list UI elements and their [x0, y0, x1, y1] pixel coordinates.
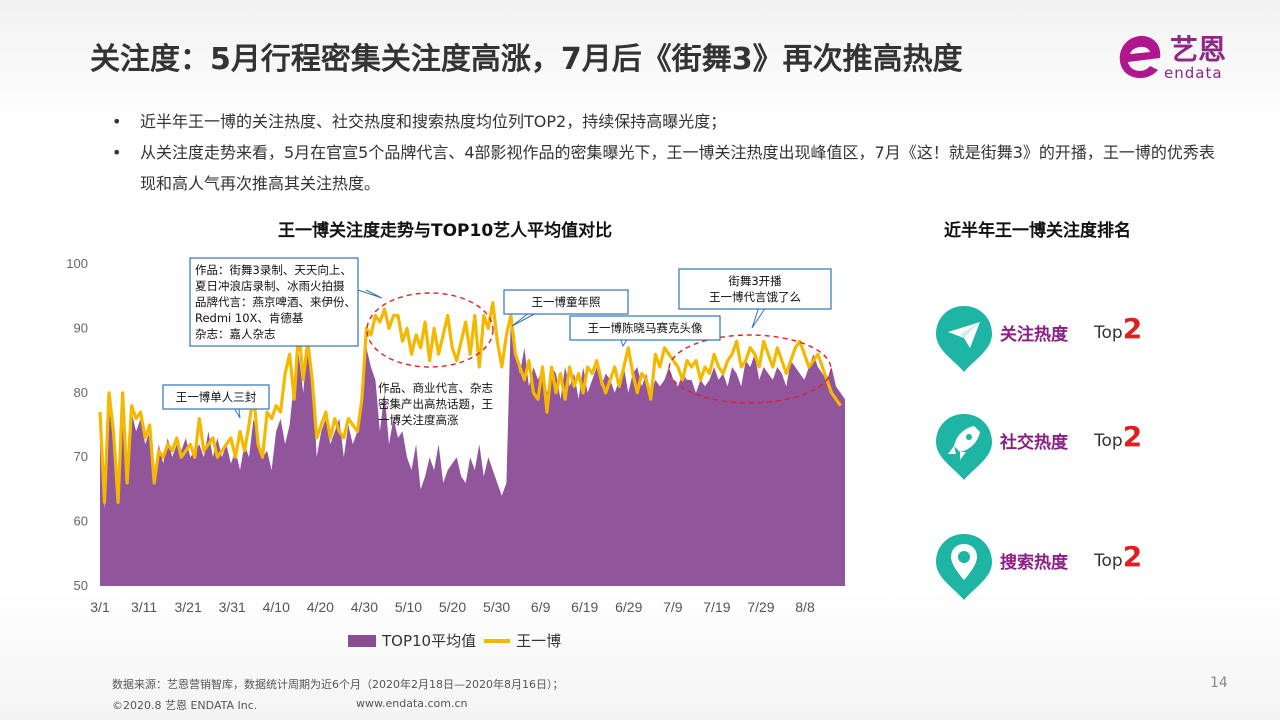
callout-text: 王一博代言饿了么: [709, 290, 801, 304]
bullet-list: • 近半年王一博的关注热度、社交热度和搜索热度均位列TOP2，持续保持高曝光度；…: [112, 106, 1222, 199]
bullet-text: 从关注度走势来看，5月在官宣5个品牌代言、4部影视作品的密集曝光下，王一博关注热…: [140, 143, 1215, 193]
callout-text: 街舞3开播: [728, 274, 782, 288]
rank-row-social: 社交热度 Top2: [934, 412, 1194, 482]
bullet-item: • 近半年王一博的关注热度、社交热度和搜索热度均位列TOP2，持续保持高曝光度；: [112, 106, 1222, 137]
legend-swatch-area: [348, 634, 376, 647]
rank-number: 2: [1122, 312, 1143, 345]
page-title: 关注度：5月行程密集关注度高涨，7月后《街舞3》再次推高热度: [90, 42, 963, 77]
rank-value: Top2: [1094, 420, 1142, 453]
rocket-icon: [936, 414, 992, 480]
legend-label-area: TOP10平均值: [382, 632, 477, 650]
x-tick-label: 3/31: [219, 599, 246, 615]
location-pin-icon: [936, 534, 992, 600]
rank-number: 2: [1122, 420, 1143, 453]
x-tick-label: 5/10: [395, 599, 422, 615]
callout-box: [189, 257, 359, 347]
chart-title: 王一博关注度走势与TOP10艺人平均值对比: [278, 221, 613, 241]
callout-text: 一博关注度高涨: [378, 413, 459, 427]
page-number: 14: [1210, 675, 1228, 691]
brand-name-cn: 艺恩: [1170, 33, 1227, 66]
chart-legend: TOP10平均值 王一博: [348, 630, 561, 651]
callout-text: 夏日冲浪店录制、冰雨火拍摄: [195, 279, 345, 293]
legend-label-line: 王一博: [516, 632, 562, 650]
series-line-wangyibo: [98, 301, 842, 504]
legend-swatch-line: [484, 638, 511, 643]
callout-box: [569, 315, 721, 341]
callout-text: 作品、商业代言、杂志: [378, 381, 493, 395]
series-area-top10: [100, 315, 845, 586]
rank-number: 2: [1122, 540, 1143, 573]
callout-box: [678, 268, 832, 310]
callout-pointer: [357, 289, 383, 299]
x-tick-label: 7/29: [747, 599, 774, 615]
x-tick-label: 4/30: [351, 599, 378, 615]
callout-text: 密集产出高热话题，王: [378, 397, 493, 411]
rank-prefix: Top: [1094, 551, 1123, 571]
callout-box: [162, 384, 270, 410]
bullet-marker: •: [112, 143, 122, 162]
callout-pointer: [511, 311, 539, 327]
x-tick-label: 4/10: [263, 599, 290, 615]
x-tick-label: 7/19: [703, 599, 730, 615]
bullet-marker: •: [112, 112, 122, 131]
callout-text: 王一博单人三封: [176, 390, 257, 404]
footer-source: 数据来源：艺恩营销智库，数据统计周期为近6个月（2020年2月18日—2020年…: [112, 678, 564, 691]
footer-site-link[interactable]: www.endata.com.cn: [356, 697, 468, 710]
callout-text: Redmi 10X、肯德基: [195, 311, 304, 325]
rank-row-attention: 关注热度 Top2: [934, 304, 1194, 374]
x-tick-label: 6/19: [571, 599, 598, 615]
paper-plane-icon: [936, 306, 992, 372]
endata-logo-icon: [1119, 35, 1161, 79]
y-tick-label: 60: [74, 514, 88, 529]
rank-label: 关注热度: [1000, 325, 1068, 345]
rank-label: 搜索热度: [1000, 553, 1068, 573]
x-tick-label: 7/9: [663, 599, 683, 615]
callout-text: 品牌代言：燕京啤酒、来伊份、: [195, 295, 356, 309]
rank-row-search: 搜索热度 Top2: [934, 532, 1194, 602]
x-tick-label: 3/1: [90, 599, 110, 615]
brand-logo: 艺恩 endata: [1112, 28, 1242, 88]
brand-name-en: endata: [1164, 64, 1223, 82]
y-tick-label: 50: [74, 578, 88, 593]
y-tick-label: 100: [66, 256, 88, 271]
bullet-item: • 从关注度走势来看，5月在官宣5个品牌代言、4部影视作品的密集曝光下，王一博关…: [112, 137, 1222, 199]
x-tick-label: 4/20: [307, 599, 334, 615]
callout-box: [503, 289, 629, 315]
rank-title: 近半年王一博关注度排名: [944, 221, 1131, 241]
x-tick-label: 3/11: [131, 599, 157, 615]
x-tick-label: 5/30: [483, 599, 510, 615]
y-tick-label: 70: [74, 449, 88, 464]
trend-chart: 50 60 70 80 90 100 3/1 3/11 3/21 3/31 4/10 4/20 4/30…: [66, 256, 845, 615]
rank-label: 社交热度: [1000, 433, 1068, 453]
callout-text: 王一博童年照: [532, 295, 601, 309]
y-tick-label: 90: [74, 320, 88, 335]
x-tick-label: 5/20: [439, 599, 466, 615]
x-tick-label: 6/9: [531, 599, 551, 615]
highlight-ellipse-may: [366, 292, 494, 368]
callout-text: 王一博陈晓马赛克头像: [588, 321, 703, 335]
bullet-text: 近半年王一博的关注热度、社交热度和搜索热度均位列TOP2，持续保持高曝光度；: [140, 112, 727, 131]
y-tick-label: 80: [74, 385, 88, 400]
callout-pointer: [751, 303, 769, 329]
x-tick-label: 6/29: [615, 599, 642, 615]
rank-prefix: Top: [1094, 431, 1123, 451]
x-tick-label: 3/21: [175, 599, 202, 615]
callout-text: 作品：街舞3录制、天天向上、: [195, 263, 352, 277]
callout-text: 杂志：嘉人杂志: [195, 327, 276, 341]
rank-value: Top2: [1094, 540, 1142, 573]
rank-prefix: Top: [1094, 323, 1123, 343]
x-tick-label: 8/8: [795, 599, 815, 615]
footer-copyright: ©2020.8 艺恩 ENDATA Inc.: [112, 699, 258, 712]
highlight-ellipse-july: [668, 334, 832, 404]
rank-value: Top2: [1094, 312, 1142, 345]
